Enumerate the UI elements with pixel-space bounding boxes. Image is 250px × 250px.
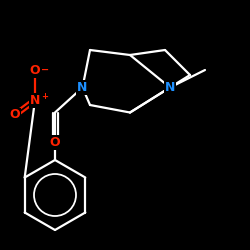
Text: O: O bbox=[10, 108, 20, 122]
Text: −: − bbox=[40, 65, 48, 75]
Text: N: N bbox=[30, 94, 40, 106]
Text: +: + bbox=[41, 92, 48, 101]
Text: N: N bbox=[165, 81, 175, 94]
Text: O: O bbox=[50, 136, 60, 149]
Text: N: N bbox=[77, 81, 88, 94]
Text: O: O bbox=[30, 64, 40, 76]
